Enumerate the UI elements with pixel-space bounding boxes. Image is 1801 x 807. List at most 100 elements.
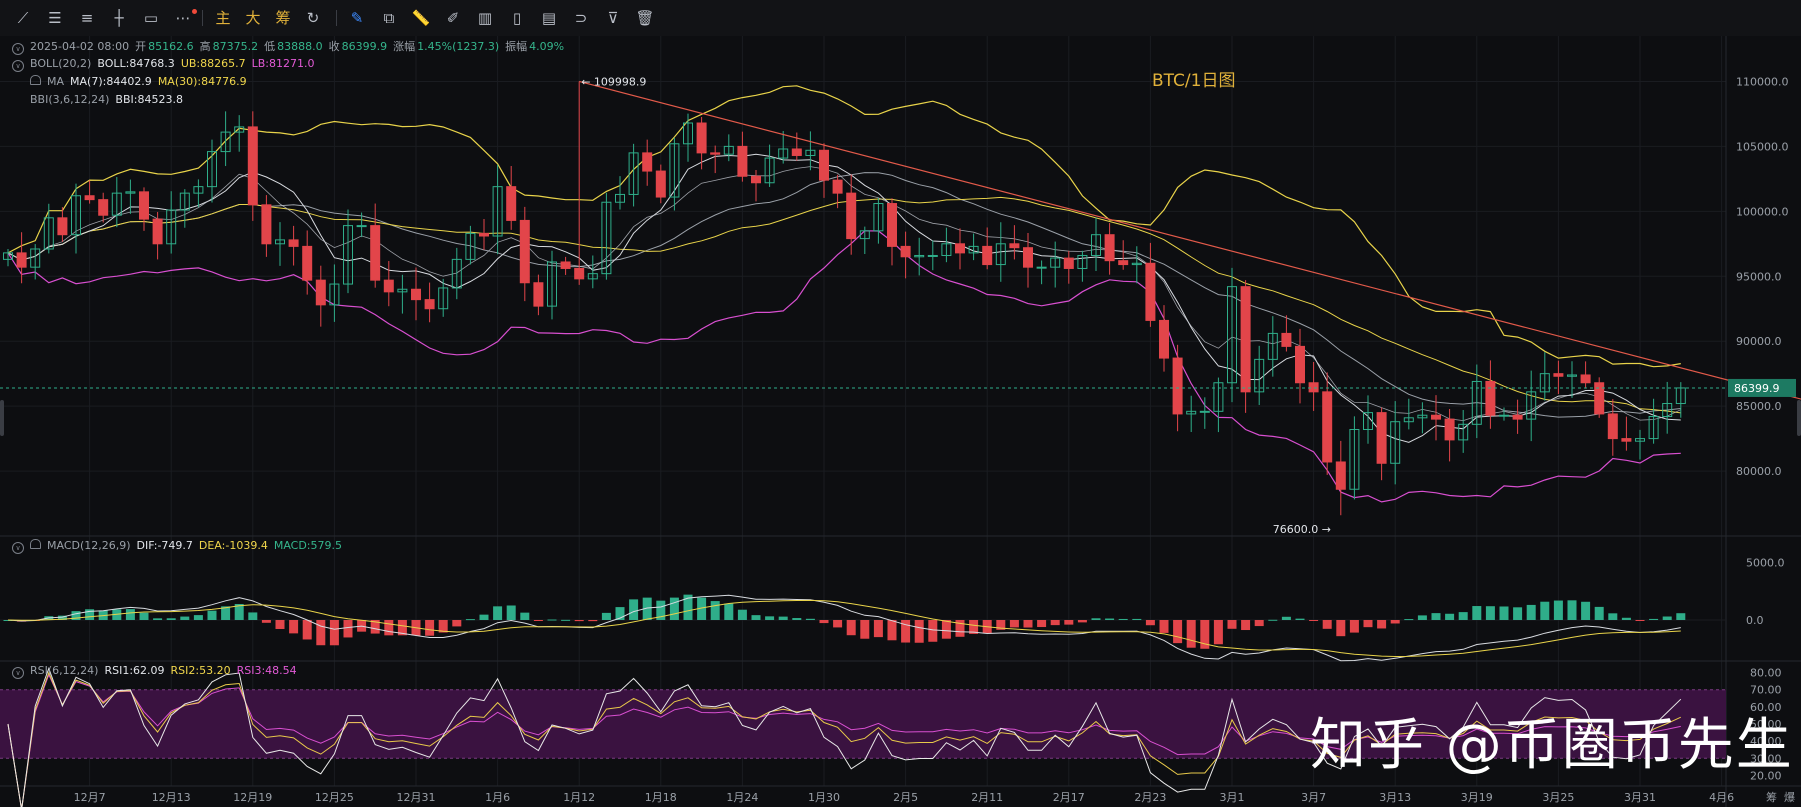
price-chart[interactable]: 86399.9 80000.0 85000.0 90000.0 95000.0 10000… — [0, 36, 1801, 807]
price-tick-label: 110000.0 — [1736, 75, 1789, 88]
more-icon[interactable]: ⋯ — [175, 9, 191, 27]
candle-body — [655, 170, 666, 198]
candle-body — [16, 252, 27, 268]
macd-bar — [778, 616, 788, 620]
macd-bar — [1676, 613, 1686, 620]
candle-body — [438, 287, 449, 310]
candle-body — [1199, 410, 1210, 413]
macd-bar — [425, 620, 435, 636]
cross-line-icon[interactable]: ┼ — [114, 9, 124, 27]
candle-body — [791, 148, 802, 156]
macd-bar — [139, 612, 149, 620]
candle-body — [1458, 423, 1469, 441]
ma7-value: MA(7):84402.9 — [70, 75, 152, 88]
candle-body — [832, 179, 843, 194]
macd-dea-line — [7, 599, 1681, 658]
candles-icon[interactable]: ▥ — [477, 9, 493, 27]
price-tick-label: 95000.0 — [1736, 270, 1782, 283]
candle-body — [955, 243, 965, 254]
macd-bar — [574, 620, 584, 622]
candle-body — [1159, 319, 1169, 359]
macd-bar — [588, 620, 598, 622]
battery-icon[interactable]: ▯ — [512, 9, 522, 27]
brush-icon[interactable]: ✎ — [350, 9, 364, 27]
crop-icon[interactable]: ⧉ — [383, 9, 395, 27]
macd-bar — [819, 620, 829, 624]
candle-body — [995, 243, 1006, 266]
parallel-lines-icon[interactable]: ☰ — [48, 9, 62, 27]
candle-body — [941, 243, 952, 256]
macd-bar — [1173, 620, 1183, 644]
macd-bar — [275, 620, 285, 629]
candle-body — [1390, 421, 1401, 464]
candle-body — [1499, 414, 1509, 417]
candle-body — [628, 152, 639, 195]
collapse-icon[interactable]: ∨ — [12, 667, 24, 679]
rsi3-value: RSI3:48.54 — [236, 664, 297, 677]
rsi-tick-label: 20.00 — [1750, 769, 1782, 782]
date-label: 1月24 — [726, 791, 758, 804]
bell-icon[interactable] — [30, 539, 41, 549]
pencil-icon[interactable]: ✐ — [446, 9, 460, 27]
axis-mode-label[interactable]: 爆 — [1784, 790, 1795, 804]
rsi1-value: RSI1:62.09 — [104, 664, 165, 677]
candle-body — [1363, 412, 1373, 431]
macd-dif: DIF:-749.7 — [136, 539, 193, 552]
boll-ub-line — [7, 85, 1681, 368]
macd-bar — [737, 609, 747, 620]
replay-icon[interactable]: ↻ — [306, 9, 320, 27]
candle-body — [1131, 262, 1142, 266]
price-annotation: ← 109998.9 — [581, 75, 646, 88]
candle-body — [275, 239, 285, 245]
magnet-icon[interactable]: ⊃ — [574, 9, 588, 27]
macd-bar — [1445, 613, 1455, 620]
macd-bar — [629, 599, 639, 620]
candle-body — [927, 254, 938, 257]
macd-bar — [792, 618, 802, 620]
rsi-tick-label: 60.00 — [1750, 701, 1782, 714]
macd-bar — [642, 597, 652, 620]
candle-body — [343, 225, 353, 285]
macd-bar — [697, 597, 707, 620]
date-label: 1月30 — [808, 791, 840, 804]
macd-bar — [1336, 620, 1346, 637]
collapse-icon[interactable]: ∨ — [12, 542, 24, 554]
ruler-icon[interactable]: 📏 — [411, 9, 431, 27]
collapse-icon[interactable]: ∨ — [12, 43, 24, 55]
candle-body — [506, 186, 517, 221]
bell-icon[interactable] — [30, 75, 41, 85]
candle-body — [1621, 438, 1632, 442]
rsi2-value: RSI2:53.20 — [170, 664, 231, 677]
rectangle-icon[interactable]: ▭ — [143, 9, 159, 27]
trash-icon[interactable]: 🗑 — [635, 9, 655, 27]
bbi-name: BBI(3,6,12,24) — [30, 93, 110, 106]
candle-body — [587, 273, 598, 280]
indicator-toggle-1[interactable]: 大 — [245, 9, 261, 27]
axis-mode-label[interactable]: 筹 — [1766, 790, 1777, 804]
ma-legend: MA MA(7):84402.9 MA(30):84776.9 — [30, 75, 253, 89]
left-scroll-handle[interactable] — [0, 400, 4, 436]
macd-bar — [384, 620, 394, 636]
collapse-icon[interactable]: ∨ — [12, 60, 24, 72]
horizontal-lines-icon[interactable]: ≡ — [80, 9, 94, 27]
line-icon[interactable]: ⟋ — [17, 9, 29, 27]
right-scroll-handle[interactable] — [1797, 400, 1801, 436]
macd-bar — [1064, 620, 1074, 625]
candle-body — [601, 201, 612, 275]
macd-bar — [261, 620, 271, 623]
candle-body — [30, 248, 41, 268]
macd-bar — [996, 620, 1006, 630]
candle-body — [1471, 380, 1482, 425]
price-tick-label: 105000.0 — [1736, 140, 1789, 153]
legend-close-label: 收 — [328, 40, 340, 53]
note-icon[interactable]: ▤ — [541, 9, 557, 27]
indicator-toggle-2[interactable]: 筹 — [275, 9, 291, 27]
macd-bar — [833, 620, 843, 628]
macd-bar — [1499, 606, 1509, 620]
macd-bar — [289, 620, 299, 634]
indicator-toggle-0[interactable]: 主 — [215, 9, 231, 27]
candle-body — [57, 217, 68, 236]
macd-bar — [805, 618, 815, 620]
candle-body — [1213, 382, 1224, 412]
filter-icon[interactable]: ⊽ — [607, 9, 619, 27]
